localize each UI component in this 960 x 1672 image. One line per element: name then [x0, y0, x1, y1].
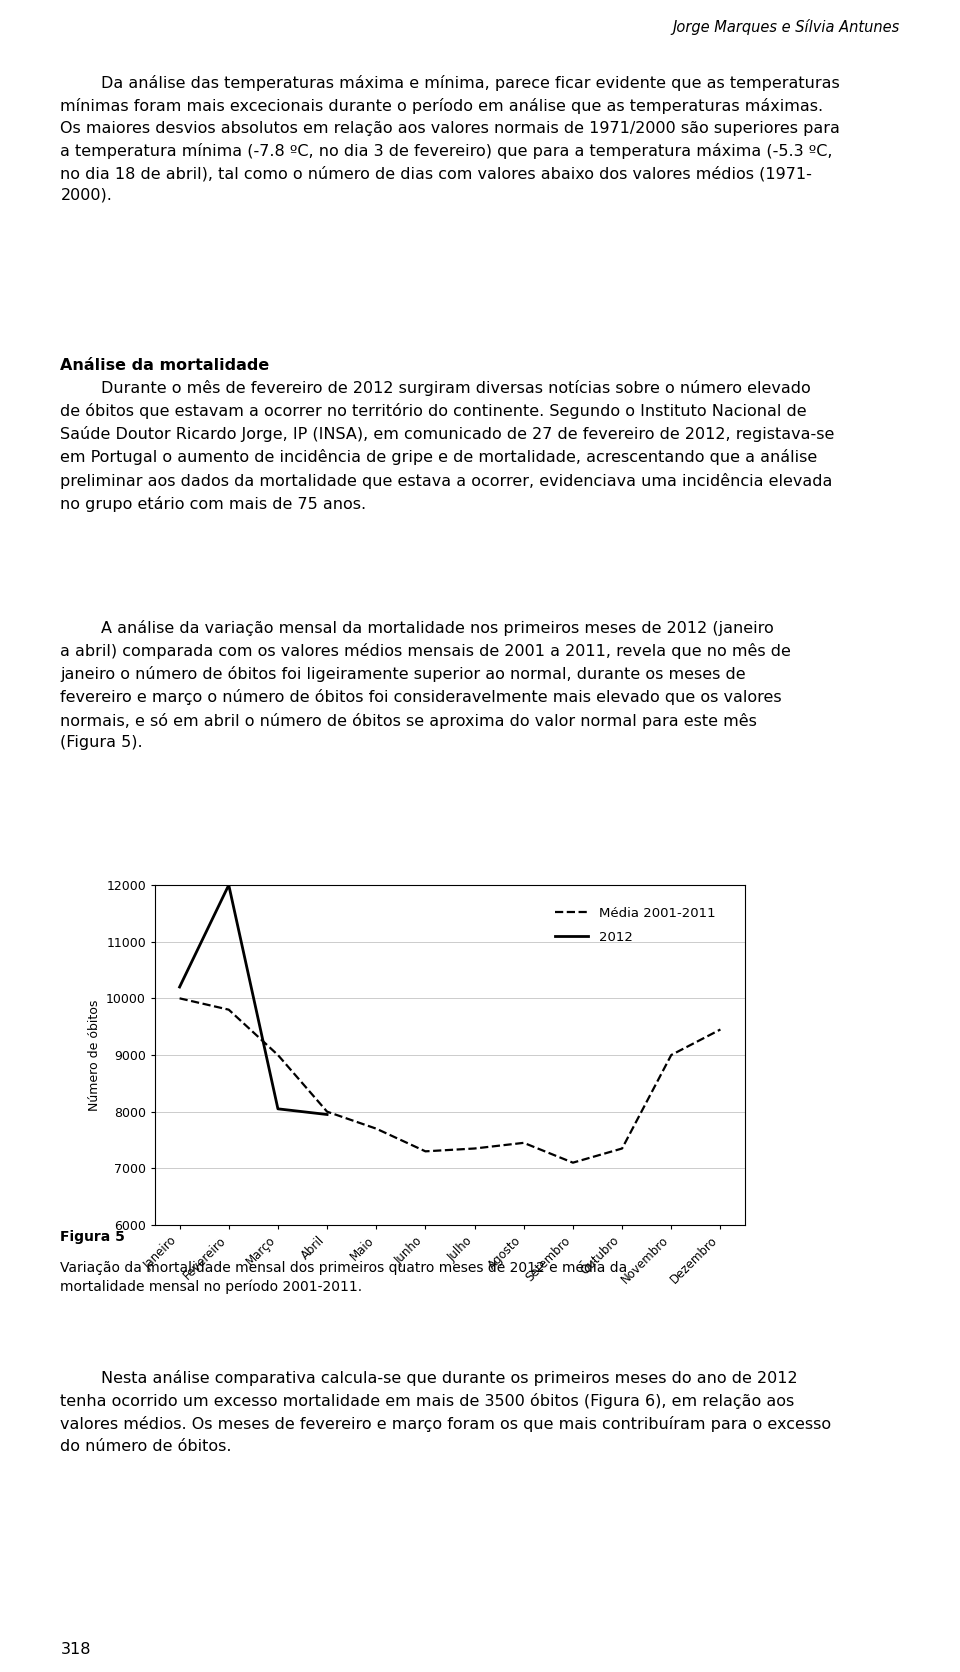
Text: Análise da mortalidade: Análise da mortalidade [60, 358, 270, 373]
Text: Durante o mês de fevereiro de 2012 surgiram diversas notícias sobre o número ele: Durante o mês de fevereiro de 2012 surgi… [60, 380, 835, 512]
Text: Da análise das temperaturas máxima e mínima, parece ficar evidente que as temper: Da análise das temperaturas máxima e mín… [60, 75, 840, 202]
Y-axis label: Número de óbitos: Número de óbitos [87, 1000, 101, 1110]
Text: A análise da variação mensal da mortalidade nos primeiros meses de 2012 (janeiro: A análise da variação mensal da mortalid… [60, 620, 791, 751]
Text: Jorge Marques e Sílvia Antunes: Jorge Marques e Sílvia Antunes [672, 18, 900, 35]
Text: 318: 318 [60, 1642, 91, 1657]
Text: Figura 5: Figura 5 [60, 1231, 126, 1244]
Legend: Média 2001-2011, 2012: Média 2001-2011, 2012 [550, 901, 721, 950]
Text: Variação da mortalidade mensal dos primeiros quatro meses de 2012 e média da
mor: Variação da mortalidade mensal dos prime… [60, 1261, 628, 1294]
Text: Nesta análise comparativa calcula-se que durante os primeiros meses do ano de 20: Nesta análise comparativa calcula-se que… [60, 1369, 831, 1455]
